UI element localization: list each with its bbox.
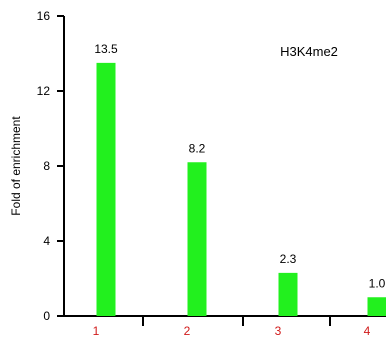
y-tick-label: 4 bbox=[43, 234, 50, 248]
category-label: 4 bbox=[364, 324, 371, 338]
y-tick-label: 12 bbox=[37, 84, 51, 98]
category-label: 3 bbox=[275, 324, 282, 338]
bar bbox=[96, 62, 116, 316]
category-label: 1 bbox=[93, 324, 100, 338]
labels: 13.5 1 8.2 2 2.3 3 1.0 4 bbox=[93, 42, 386, 338]
y-axis-label: Fold of enrichment bbox=[9, 116, 23, 216]
y-tick-label: 8 bbox=[43, 159, 50, 173]
bar-value-label: 1.0 bbox=[369, 276, 386, 290]
axes: 0 4 8 12 16 bbox=[37, 9, 386, 326]
bar bbox=[187, 162, 207, 316]
category-label: 2 bbox=[184, 324, 191, 338]
bar bbox=[367, 297, 386, 316]
bar-value-label: 13.5 bbox=[94, 42, 118, 56]
bar-value-label: 2.3 bbox=[280, 252, 297, 266]
y-tick-label: 0 bbox=[43, 309, 50, 323]
bar-value-label: 8.2 bbox=[189, 141, 206, 155]
bar bbox=[278, 272, 298, 316]
bars bbox=[96, 62, 386, 316]
chart-annotation: H3K4me2 bbox=[280, 44, 338, 59]
y-tick-label: 16 bbox=[37, 9, 51, 23]
